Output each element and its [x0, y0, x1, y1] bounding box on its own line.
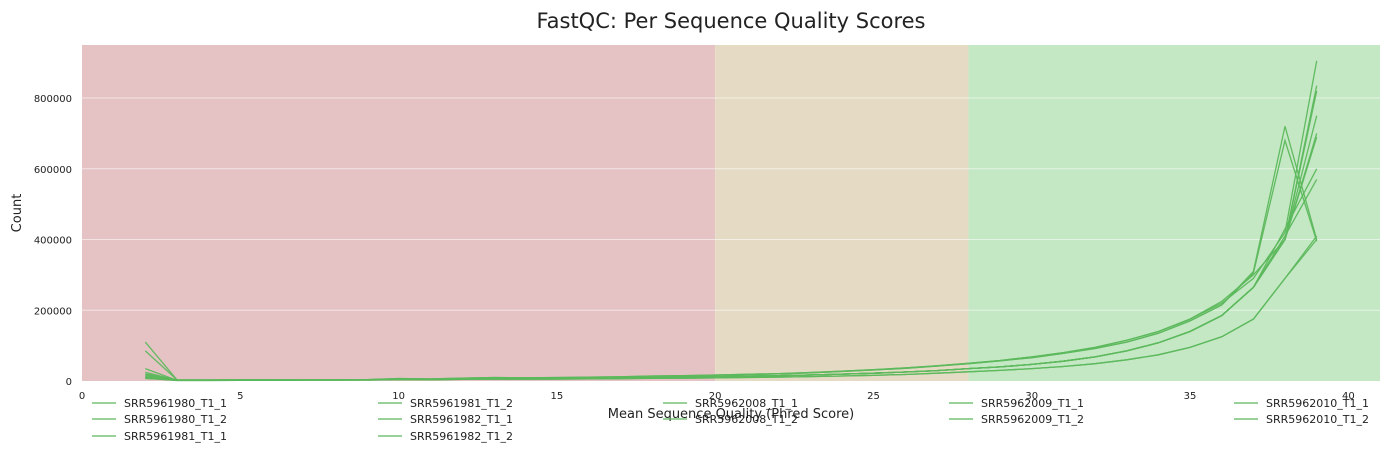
- legend-entry: SRR5962010_T1_1: [1266, 397, 1369, 410]
- quality-band-2: [968, 45, 1380, 381]
- x-tick-label: 15: [551, 391, 564, 402]
- legend-entry: SRR5961980_T1_1: [124, 397, 227, 410]
- chart-title: FastQC: Per Sequence Quality Scores: [536, 9, 925, 33]
- x-tick-label: 10: [392, 391, 405, 402]
- legend-entry: SRR5961980_T1_2: [124, 413, 227, 426]
- gridlines: [82, 97, 1380, 311]
- x-tick-label: 30: [1025, 391, 1038, 402]
- legend-entry: SRR5961982_T1_1: [410, 413, 513, 426]
- x-tick-label: 40: [1342, 391, 1355, 402]
- y-axis-label: Count: [10, 194, 25, 233]
- quality-bands: [82, 45, 1380, 381]
- series-lines: [144, 60, 1318, 382]
- legend-entry: SRR5961981_T1_2: [410, 397, 513, 410]
- x-tick-label: 35: [1184, 391, 1197, 402]
- series-line-SRR5962010_T1_2: [145, 138, 1318, 381]
- legend-entry: SRR5961981_T1_1: [124, 430, 227, 443]
- x-tick-label: 5: [237, 391, 243, 402]
- legend: SRR5961980_T1_1 SRR5961980_T1_2 SRR5961981…: [92, 397, 1369, 443]
- x-axis-label: Mean Sequence Quality (Phred Score): [608, 407, 854, 422]
- x-tick-label: 20: [709, 391, 722, 402]
- legend-entry: SRR5961982_T1_2: [410, 430, 513, 443]
- legend-entry: SRR5962008_T1_1: [695, 397, 798, 410]
- quality-band-1: [715, 45, 969, 381]
- y-tick-label: 200000: [34, 306, 72, 317]
- legend-entry: SRR5962008_T1_2: [695, 413, 798, 426]
- y-tick-label: 600000: [34, 165, 72, 176]
- legend-entry: SRR5962010_T1_2: [1266, 413, 1369, 426]
- x-axis-ticks: 0 5 10 15 20 25 30 35 40: [79, 391, 1355, 402]
- legend-entry: SRR5962009_T1_1: [981, 397, 1084, 410]
- y-axis-ticks: 0 200000 400000 600000 800000: [34, 94, 72, 388]
- y-tick-label: 0: [66, 377, 72, 388]
- legend-entry: SRR5962009_T1_2: [981, 413, 1084, 426]
- x-tick-label: 0: [79, 391, 85, 402]
- y-tick-label: 400000: [34, 236, 72, 247]
- x-tick-label: 25: [867, 391, 880, 402]
- quality-band-0: [82, 45, 716, 381]
- y-tick-label: 800000: [34, 94, 72, 105]
